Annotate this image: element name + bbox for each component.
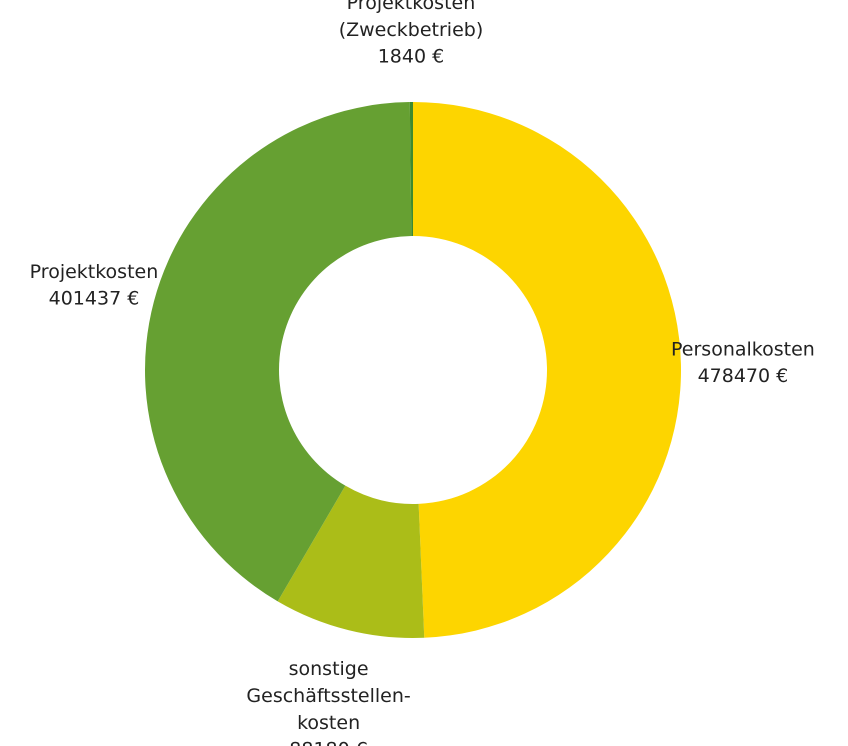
category-label-line: sonstige xyxy=(289,658,369,680)
segment-label: sonstige Geschäftsstellen-kosten 88180 € xyxy=(246,658,410,746)
segment-label: Projektkosten 401437 € xyxy=(30,261,159,310)
segment-label: Projektkosten (Zweckbetrieb) 1840 € xyxy=(339,0,484,68)
category-label: Personalkosten xyxy=(671,338,815,360)
category-label: Projektkosten xyxy=(30,261,159,283)
category-label-line: Projektkosten xyxy=(30,261,159,283)
segment-label: Personalkosten 478470 € xyxy=(671,338,815,387)
category-label-line: Projektkosten xyxy=(347,0,476,14)
value-label: 478470 € xyxy=(698,365,789,387)
value-label: 401437 € xyxy=(49,288,140,310)
category-label-line: kosten xyxy=(297,712,360,734)
category-label: sonstige Geschäftsstellen-kosten xyxy=(246,658,410,734)
donut-segment xyxy=(277,485,425,638)
donut-segment xyxy=(145,102,412,602)
donut-segment xyxy=(409,102,413,237)
value-label: 1840 € xyxy=(378,46,444,68)
donut-segment xyxy=(413,102,681,638)
category-label-line: (Zweckbetrieb) xyxy=(339,19,484,41)
category-label: Projektkosten (Zweckbetrieb) xyxy=(339,0,484,41)
category-label-line: Personalkosten xyxy=(671,338,815,360)
value-label: 88180 € xyxy=(289,739,368,746)
category-label-line: Geschäftsstellen- xyxy=(246,685,410,707)
